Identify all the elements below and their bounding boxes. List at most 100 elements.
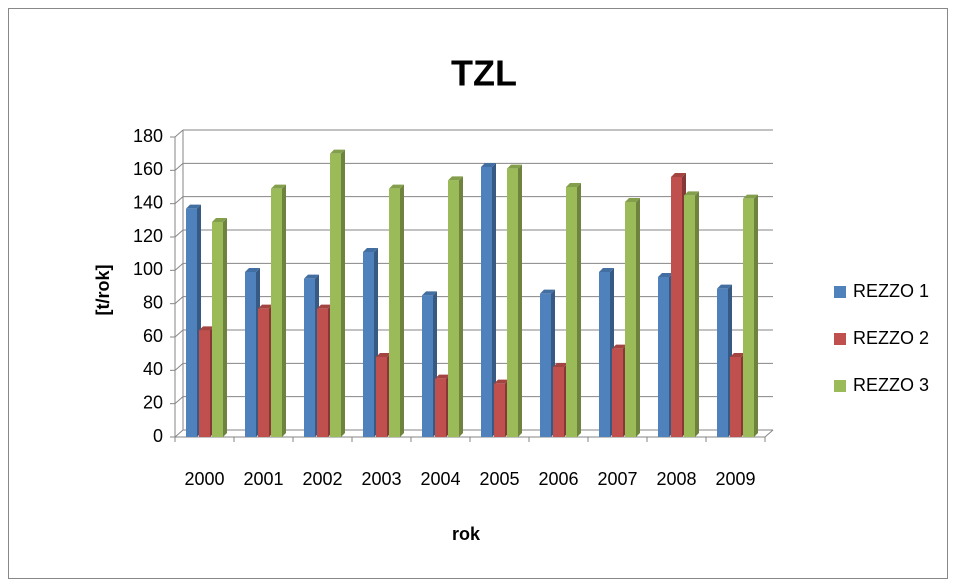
grid-line bbox=[174, 429, 184, 438]
bar-top bbox=[566, 183, 581, 187]
x-tick-label: 2007 bbox=[597, 469, 637, 489]
bar-top bbox=[717, 284, 732, 289]
bar bbox=[671, 177, 682, 437]
bar-top bbox=[448, 176, 463, 181]
bar-top bbox=[330, 149, 345, 154]
grid-line bbox=[174, 396, 184, 405]
bar-side bbox=[636, 198, 640, 437]
y-tick-label: 40 bbox=[143, 359, 163, 379]
grid-line bbox=[174, 229, 184, 238]
y-tick-label: 120 bbox=[133, 226, 163, 246]
bar-side bbox=[341, 149, 345, 437]
bar bbox=[199, 330, 210, 437]
bar-top bbox=[389, 184, 404, 189]
y-tick-label: 160 bbox=[133, 159, 163, 179]
chart-title: TZL bbox=[451, 53, 517, 94]
bar bbox=[435, 378, 446, 437]
bar bbox=[612, 348, 623, 437]
bar-side bbox=[754, 194, 758, 437]
bar bbox=[271, 188, 282, 437]
bar-side bbox=[459, 176, 463, 438]
bar bbox=[717, 288, 728, 437]
bar-side bbox=[492, 163, 496, 437]
bar-top bbox=[435, 374, 450, 379]
grid-line bbox=[174, 196, 184, 205]
bar bbox=[245, 272, 256, 437]
bar-top bbox=[540, 289, 555, 294]
grid-line bbox=[174, 129, 184, 138]
x-tick-label: 2002 bbox=[302, 469, 342, 489]
grid-line bbox=[174, 296, 184, 305]
y-tick-label: 0 bbox=[153, 426, 163, 446]
bar-top bbox=[304, 274, 319, 279]
y-tick-label: 100 bbox=[133, 259, 163, 279]
x-tick-label: 2004 bbox=[420, 469, 460, 489]
x-tick-label: 2006 bbox=[538, 469, 578, 489]
bar-top bbox=[481, 163, 496, 167]
bar bbox=[186, 208, 197, 437]
x-tick-label: 2000 bbox=[184, 469, 224, 489]
bar-top bbox=[743, 194, 758, 199]
bar bbox=[212, 222, 223, 437]
bar-side bbox=[577, 183, 581, 437]
bar bbox=[448, 180, 459, 438]
grid-line bbox=[174, 162, 184, 171]
bar bbox=[330, 153, 341, 437]
bar bbox=[422, 295, 433, 437]
bar bbox=[658, 277, 669, 437]
bar bbox=[730, 357, 741, 437]
legend-label: REZZO 1 bbox=[853, 281, 929, 301]
bar-top bbox=[599, 268, 614, 272]
bar-side bbox=[282, 184, 286, 437]
legend-swatch bbox=[834, 380, 846, 392]
bar bbox=[625, 202, 636, 437]
bar bbox=[599, 272, 610, 437]
bar-top bbox=[422, 291, 437, 296]
bar-side bbox=[518, 164, 522, 437]
bar bbox=[743, 198, 754, 437]
y-tick-label: 60 bbox=[143, 326, 163, 346]
bar-top bbox=[212, 218, 227, 222]
bar-top bbox=[507, 164, 522, 169]
bar bbox=[317, 308, 328, 437]
bar bbox=[258, 308, 269, 437]
bar-side bbox=[400, 184, 404, 437]
x-tick-label: 2009 bbox=[715, 469, 755, 489]
x-tick-label: 2005 bbox=[479, 469, 519, 489]
bar bbox=[684, 195, 695, 437]
y-axis-label: [t/rok] bbox=[93, 265, 113, 316]
bar bbox=[481, 167, 492, 437]
x-tick-label: 2003 bbox=[361, 469, 401, 489]
bar bbox=[363, 252, 374, 437]
bar-top bbox=[317, 304, 332, 309]
bar bbox=[389, 188, 400, 437]
bar bbox=[566, 187, 577, 437]
x-tick-label: 2008 bbox=[656, 469, 696, 489]
y-tick-label: 180 bbox=[133, 126, 163, 146]
bar bbox=[304, 278, 315, 437]
bar-top bbox=[625, 198, 640, 202]
bar-top bbox=[245, 268, 260, 272]
y-tick-label: 80 bbox=[143, 292, 163, 312]
bar-side bbox=[695, 191, 699, 437]
bar-top bbox=[553, 363, 568, 367]
y-tick-label: 20 bbox=[143, 392, 163, 412]
bar bbox=[507, 168, 518, 437]
bar-top bbox=[199, 326, 214, 331]
bar-top bbox=[684, 191, 699, 196]
grid-line bbox=[174, 262, 184, 271]
bar-top bbox=[730, 353, 745, 357]
bar-top bbox=[363, 248, 378, 252]
legend-swatch bbox=[834, 286, 846, 298]
x-tick-label: 2001 bbox=[243, 469, 283, 489]
legend-label: REZZO 2 bbox=[853, 328, 929, 348]
bar bbox=[494, 383, 505, 437]
bar-top bbox=[612, 344, 627, 349]
chart-border bbox=[8, 8, 948, 579]
bar-side bbox=[223, 218, 227, 437]
bar-top bbox=[271, 184, 286, 189]
bar-top bbox=[658, 273, 673, 277]
floor-edge bbox=[764, 429, 774, 438]
bar-top bbox=[494, 379, 509, 384]
